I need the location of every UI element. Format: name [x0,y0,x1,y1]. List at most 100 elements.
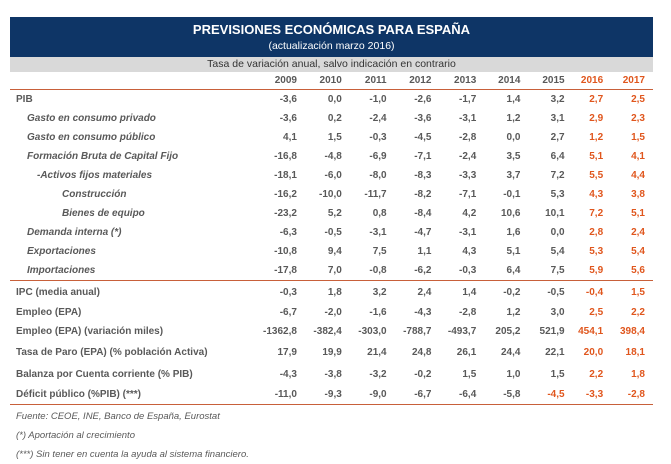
forecast-value: 7,2 [589,208,604,219]
value: -10,0 [318,189,342,200]
value: 0,0 [327,94,342,105]
value: 17,9 [277,346,297,358]
value: 9,4 [327,246,342,257]
value: 5,3 [550,189,565,200]
value: -6,2 [414,265,432,276]
value: -23,2 [274,208,297,219]
year-header: 2014 [498,75,521,86]
value: -6,9 [369,151,387,162]
forecast-value: 2,2 [589,368,604,380]
forecast-value: 4,4 [631,170,645,181]
value: -3,1 [459,113,477,124]
forecast-value: 5,1 [631,208,645,219]
value: 1,6 [506,227,521,238]
table-row: Bienes de equipo -23,2 5,2 0,8 -8,4 4,2 10,6 10… [10,204,653,223]
row-label: Bienes de equipo [62,208,145,219]
value: 3,2 [372,286,387,298]
value: -3,1 [459,227,477,238]
value: -6,7 [279,307,297,318]
forecast-value: -3,3 [585,389,604,400]
table-row: Empleo (EPA) (variación miles) -1362,8 -38… [10,322,653,341]
value: -3,6 [414,113,432,124]
table-row: Importaciones -17,8 7,0 -0,8 -6,2 -0,3 6,4 7,5 5… [10,261,653,281]
forecast-value: 2,4 [631,227,645,238]
forecast-value: 454,1 [578,326,604,337]
value: -3,1 [369,227,387,238]
value: -3,2 [369,368,387,380]
row-label: Importaciones [27,265,96,276]
value: 24,4 [500,346,521,358]
value: -17,8 [274,265,297,276]
value: 6,4 [506,265,521,276]
table-row: Empleo (EPA) -6,7 -2,0 -1,6 -4,3 -2,8 1,2 3,0 2,… [10,303,653,322]
forecast-value: 2,9 [589,113,604,124]
value: 205,2 [495,326,521,337]
value: -3,6 [279,113,297,124]
value: -382,4 [313,326,342,337]
year-header: 2013 [454,75,477,86]
forecast-value: 2,8 [589,227,604,238]
value: -1,6 [369,307,387,318]
forecast-table-container: PREVISIONES ECONÓMICAS PARA ESPAÑA (actu… [10,17,653,464]
forecast-value: 5,1 [589,151,604,162]
table-subtitle: (actualización marzo 2016) [268,40,395,52]
value: -5,8 [503,389,521,400]
header-blank [10,72,251,90]
units-note: Tasa de variación anual, salvo indicació… [10,57,653,72]
row-label: Exportaciones [27,246,96,257]
forecast-value: 1,5 [631,286,645,298]
row-label: PIB [16,94,33,105]
value: -0,5 [547,286,565,298]
forecast-value: 2,2 [631,307,645,318]
value: -8,0 [369,170,387,181]
value: -493,7 [447,326,477,337]
value: -0,2 [414,368,432,380]
forecast-value: 5,6 [631,265,645,276]
value: 5,2 [327,208,342,219]
value: -0,2 [503,286,521,298]
table-row: Demanda interna (*) -6,3 -0,5 -3,1 -4,7 -3,1 1… [10,223,653,242]
value: -4,3 [279,368,297,380]
value: 1,5 [462,368,477,380]
forecast-value: 2,5 [589,307,604,318]
row-label: Demanda interna (*) [27,227,122,238]
value: 1,1 [417,246,432,257]
value: 521,9 [539,326,565,337]
value: 1,2 [506,307,521,318]
value: -4,5 [547,389,565,400]
year-header: 2015 [542,75,565,86]
value: -3,6 [279,94,297,105]
value: -4,3 [414,307,432,318]
forecast-value: 20,0 [583,346,604,358]
value: 7,5 [550,265,565,276]
forecast-value: 2,5 [631,94,645,105]
value: 22,1 [545,346,565,358]
year-header: 2012 [409,75,432,86]
row-label: Gasto en consumo privado [27,113,156,124]
table-row: Balanza por Cuenta corriente (% PIB) -4,3… [10,363,653,385]
value: 19,9 [322,346,342,358]
value: 2,7 [550,132,565,143]
table-title: PREVISIONES ECONÓMICAS PARA ESPAÑA [192,22,471,37]
value: -8,4 [414,208,432,219]
forecast-value: 5,3 [589,246,604,257]
value: -1,0 [369,94,387,105]
forecast-value: 5,5 [589,170,604,181]
row-label: Tasa de Paro (EPA) (% población Activa) [16,346,208,358]
value: -0,8 [369,265,387,276]
value: -16,8 [274,151,297,162]
value: 4,3 [462,246,477,257]
value: 1,4 [506,94,521,105]
value: 5,1 [506,246,521,257]
table-row: Construcción -16,2 -10,0 -11,7 -8,2 -7,1 -0,1 5… [10,185,653,204]
forecast-value: 4,3 [589,189,604,200]
value: -0,3 [369,132,387,143]
value: 3,0 [550,307,565,318]
value: -4,8 [324,151,342,162]
value: -1,7 [459,94,477,105]
value: 2,4 [417,286,432,298]
value: 7,0 [327,265,342,276]
value: -7,1 [414,151,432,162]
value: 1,5 [327,132,342,143]
value: -2,0 [324,307,342,318]
